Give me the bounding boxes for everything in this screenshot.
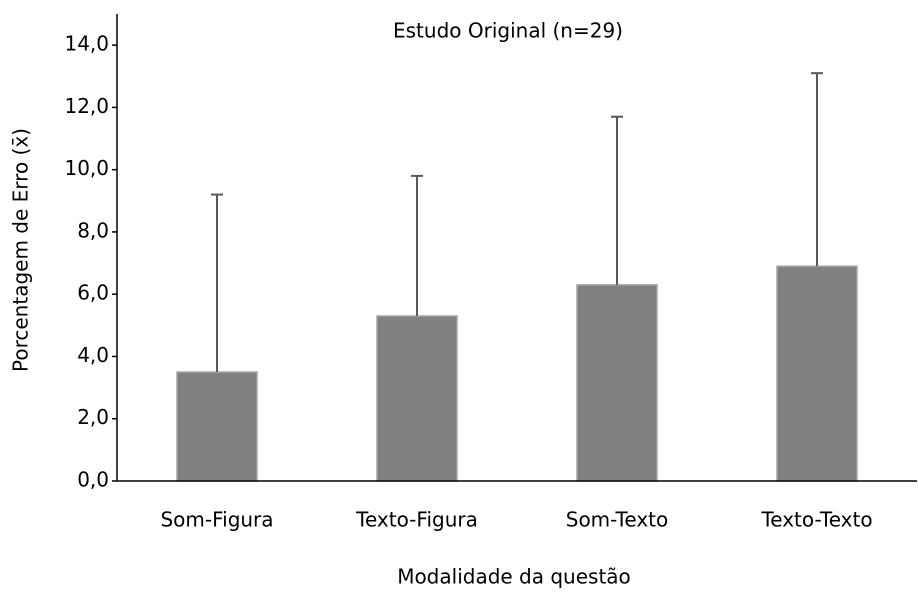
- bar: [576, 284, 658, 482]
- x-tick-label: Som-Texto: [566, 508, 668, 532]
- y-tick-label: 10,0: [64, 156, 109, 180]
- y-tick-label: 2,0: [77, 405, 109, 429]
- x-tick-label: Texto-Figura: [355, 508, 478, 532]
- x-tick-label: Texto-Texto: [760, 508, 872, 532]
- y-tick-label: 12,0: [64, 94, 109, 118]
- bar: [176, 371, 258, 482]
- bar: [776, 265, 858, 482]
- y-axis-label: Porcentagem de Erro (x̄): [9, 128, 33, 372]
- bar: [376, 315, 458, 482]
- y-tick-label: 14,0: [64, 32, 109, 56]
- chart-title: Estudo Original (n=29): [393, 19, 623, 43]
- y-tick-label: 6,0: [77, 281, 109, 305]
- y-tick-label: 8,0: [77, 218, 109, 242]
- y-tick-label: 0,0: [77, 468, 109, 492]
- y-tick-label: 4,0: [77, 343, 109, 367]
- x-axis-label: Modalidade da questão: [397, 565, 631, 589]
- x-tick-label: Som-Figura: [160, 508, 273, 532]
